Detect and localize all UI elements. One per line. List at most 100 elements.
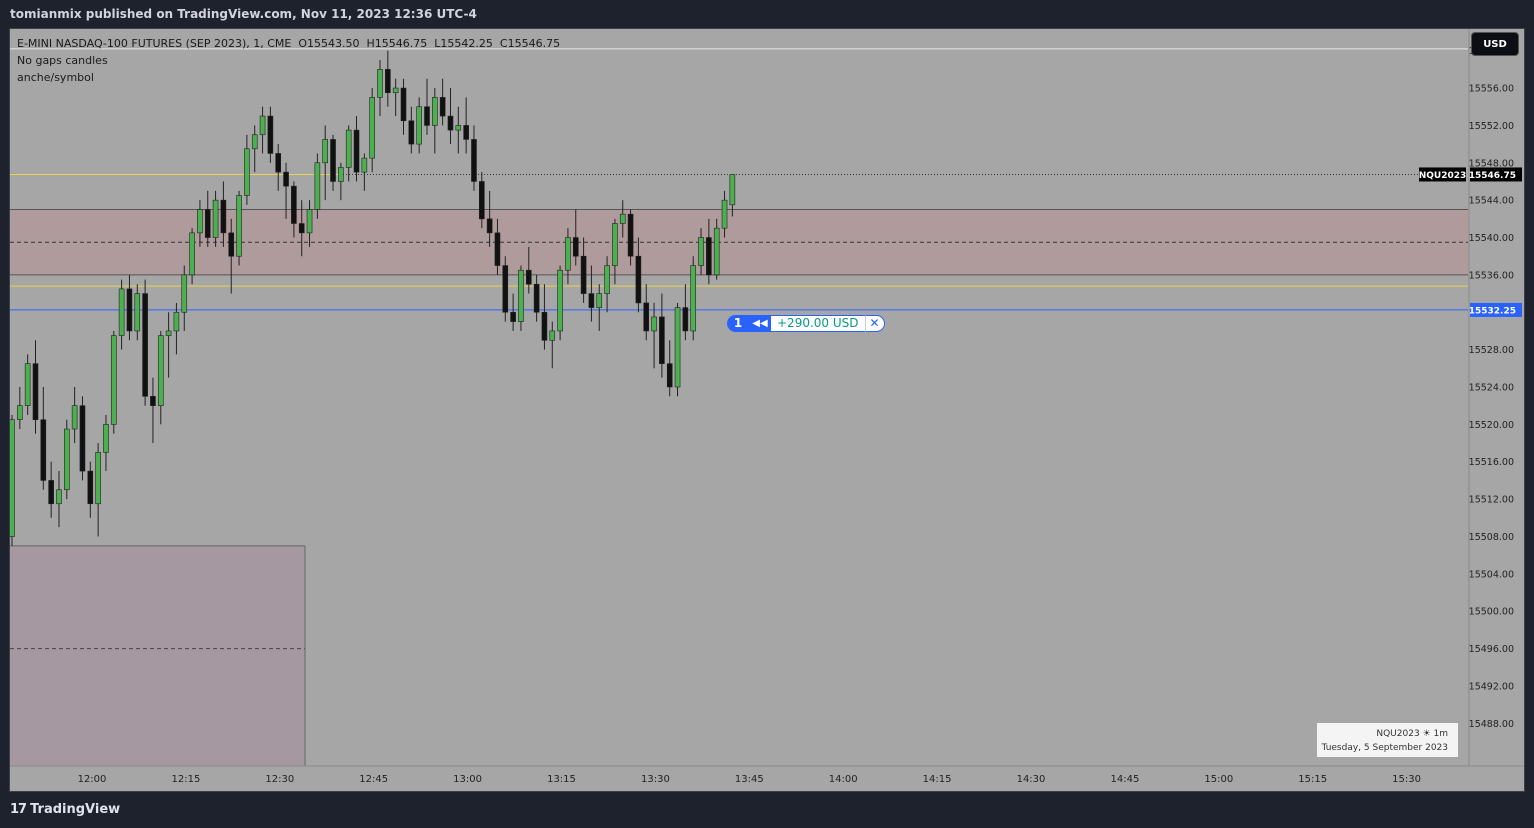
candle bbox=[157, 335, 164, 406]
candle bbox=[189, 232, 195, 276]
candle bbox=[259, 115, 266, 136]
candle bbox=[698, 237, 704, 266]
candle bbox=[659, 316, 665, 364]
candle bbox=[682, 307, 689, 332]
candle bbox=[353, 129, 360, 173]
price-tick-label: 15548.00 bbox=[1469, 158, 1514, 169]
legend-indicator-gaps[interactable]: No gaps candles bbox=[17, 54, 108, 67]
time-tick-label: 13:00 bbox=[453, 774, 482, 785]
time-tick-label: 13:30 bbox=[641, 774, 670, 785]
candle bbox=[369, 97, 375, 159]
candle bbox=[283, 171, 289, 187]
candle bbox=[291, 185, 297, 224]
candle bbox=[24, 363, 31, 406]
time-axis-layer: 12:00 12:15 12:30 12:45 13:00 13:15 13:30 13:45… bbox=[10, 765, 1524, 791]
position-line-label[interactable]: 1 ◀◀ +290.00 USD ✕ bbox=[727, 315, 885, 332]
price-tick-label: 15540.00 bbox=[1469, 233, 1514, 244]
candle bbox=[236, 195, 242, 257]
candle bbox=[549, 330, 556, 341]
candle bbox=[580, 255, 587, 294]
chart-canvas[interactable]: 15560.0015556.0015552.0015548.0015544.00… bbox=[10, 29, 1524, 791]
candle bbox=[385, 69, 391, 94]
candle bbox=[612, 223, 618, 266]
candle bbox=[486, 218, 493, 234]
price-tick-label: 15508.00 bbox=[1469, 532, 1514, 543]
watermark-interval: 1m bbox=[1433, 729, 1449, 739]
symbol-line: NQU2023 ☀ 1m bbox=[1317, 727, 1448, 741]
last-price-tag-label: 15546.75 bbox=[1469, 171, 1516, 181]
candle bbox=[40, 419, 47, 481]
chart-area[interactable]: 15560.0015556.0015552.0015548.0015544.00… bbox=[9, 28, 1525, 792]
candle bbox=[110, 335, 117, 425]
candle bbox=[212, 199, 219, 238]
candle bbox=[150, 396, 156, 406]
candle bbox=[533, 283, 540, 313]
tv-logo-icon: 17 bbox=[10, 802, 27, 817]
candle bbox=[674, 307, 681, 388]
price-tick-label: 15544.00 bbox=[1469, 196, 1514, 207]
candle bbox=[330, 139, 336, 182]
close-icon[interactable]: ✕ bbox=[864, 315, 885, 332]
candle bbox=[338, 167, 344, 182]
candle bbox=[32, 363, 39, 420]
candle bbox=[361, 157, 368, 173]
candle bbox=[557, 269, 563, 332]
watermark-date: Tuesday, 5 September 2023 bbox=[1321, 743, 1448, 753]
candle bbox=[103, 424, 109, 453]
price-tick-label: 15504.00 bbox=[1469, 569, 1514, 580]
publish-header: tomianmix published on TradingView.com, … bbox=[0, 0, 1534, 28]
candle bbox=[627, 213, 634, 257]
candle bbox=[314, 162, 321, 210]
currency-button[interactable]: USD bbox=[1471, 32, 1519, 56]
reverse-icon[interactable]: ◀◀ bbox=[749, 315, 771, 332]
price-tick-label: 15552.00 bbox=[1469, 121, 1514, 132]
symbol-tag-label: NQU2023 bbox=[1419, 171, 1467, 181]
candle bbox=[298, 223, 305, 234]
candle bbox=[275, 153, 282, 173]
candle bbox=[251, 134, 258, 150]
time-tick-label: 14:00 bbox=[829, 774, 858, 785]
candle bbox=[134, 293, 141, 332]
candle bbox=[56, 489, 62, 505]
price-axis-bg bbox=[1469, 29, 1524, 766]
last-price-tag-bg bbox=[1470, 167, 1522, 182]
published-info: tomianmix published on TradingView.com, … bbox=[10, 7, 477, 21]
candle bbox=[635, 255, 642, 304]
price-tick-label: 15496.00 bbox=[1469, 644, 1514, 655]
position-qty[interactable]: 1 bbox=[727, 315, 749, 332]
candle bbox=[400, 87, 407, 122]
chart-legend: E-MINI NASDAQ-100 FUTURES (SEP 2023), 1,… bbox=[17, 35, 560, 86]
price-tick-label: 15500.00 bbox=[1469, 607, 1514, 618]
candle bbox=[713, 227, 720, 276]
candle bbox=[518, 269, 524, 322]
candle bbox=[228, 232, 235, 257]
candle bbox=[142, 293, 148, 397]
price-tick-label: 15524.00 bbox=[1469, 383, 1514, 394]
tradingview-logo[interactable]: 17 TradingView bbox=[10, 802, 120, 817]
price-tick-label: 15536.00 bbox=[1469, 270, 1514, 281]
candle bbox=[565, 237, 571, 271]
candle bbox=[204, 209, 211, 238]
candle bbox=[439, 97, 446, 117]
legend-indicator-anche[interactable]: anche/symbol bbox=[17, 71, 94, 84]
candle bbox=[377, 69, 383, 98]
candle bbox=[416, 106, 422, 145]
candle bbox=[471, 139, 477, 182]
legend-high: H15546.75 bbox=[366, 37, 428, 50]
price-tick-label: 15528.00 bbox=[1469, 345, 1514, 356]
candle bbox=[345, 129, 352, 168]
time-tick-label: 12:45 bbox=[359, 774, 388, 785]
time-tick-label: 12:00 bbox=[78, 774, 107, 785]
candle bbox=[455, 125, 462, 131]
legend-symbol-line: E-MINI NASDAQ-100 FUTURES (SEP 2023), 1,… bbox=[17, 35, 560, 52]
candle bbox=[432, 97, 438, 126]
legend-title: E-MINI NASDAQ-100 FUTURES (SEP 2023), 1,… bbox=[17, 37, 292, 50]
time-tick-label: 14:45 bbox=[1110, 774, 1139, 785]
candle bbox=[71, 405, 78, 430]
candle bbox=[619, 213, 626, 224]
candle bbox=[463, 125, 469, 140]
zones-layer bbox=[10, 209, 1468, 766]
price-tick-label: 15488.00 bbox=[1469, 719, 1514, 730]
candle bbox=[322, 139, 329, 164]
candle bbox=[173, 311, 180, 332]
